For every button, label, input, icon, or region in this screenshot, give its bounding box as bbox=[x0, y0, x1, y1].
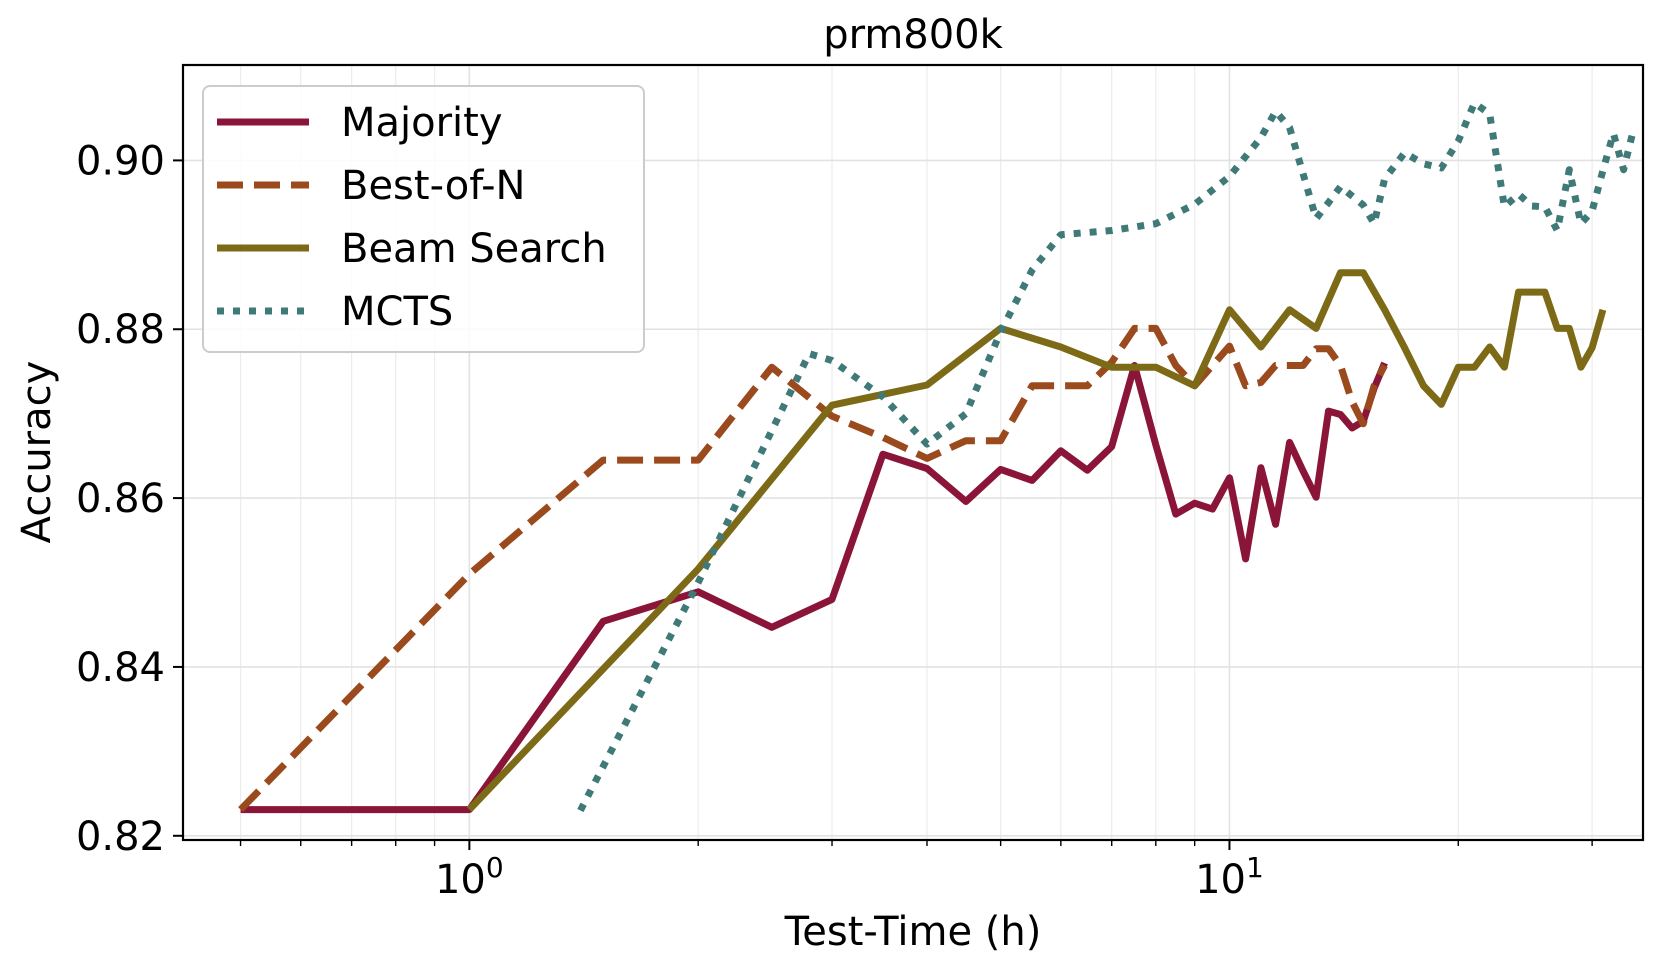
series-line-best-of-n bbox=[238, 324, 1388, 813]
y-tick-label: 0.84 bbox=[76, 645, 165, 691]
chart-title: prm800k bbox=[823, 12, 1003, 58]
y-axis-label: Accuracy bbox=[14, 361, 60, 544]
legend-label: Majority bbox=[341, 100, 503, 146]
x-tick-label: 100 bbox=[435, 851, 504, 903]
legend: Majority Best-of-N Beam Search MCTS bbox=[202, 85, 645, 353]
y-tick-label: 0.90 bbox=[76, 138, 165, 184]
y-tick-label: 0.88 bbox=[76, 307, 165, 353]
y-tick-label: 0.86 bbox=[76, 476, 165, 522]
legend-label: Best-of-N bbox=[341, 163, 525, 209]
plot-frame bbox=[181, 63, 1645, 842]
y-tick-label: 0.82 bbox=[76, 814, 165, 860]
x-axis-label: Test-Time (h) bbox=[784, 909, 1042, 955]
series-line-mcts bbox=[577, 99, 1637, 813]
ticks: 100 101 0.82 0.84 0.86 0.88 0.90 bbox=[76, 138, 1593, 903]
legend-label: MCTS bbox=[341, 289, 453, 335]
series-lines bbox=[238, 99, 1637, 814]
series-line-beam-search bbox=[466, 269, 1607, 813]
series-line-majority bbox=[240, 361, 1388, 814]
legend-label: Beam Search bbox=[341, 226, 607, 272]
x-tick-label: 101 bbox=[1195, 851, 1264, 903]
legend-box bbox=[202, 85, 645, 353]
